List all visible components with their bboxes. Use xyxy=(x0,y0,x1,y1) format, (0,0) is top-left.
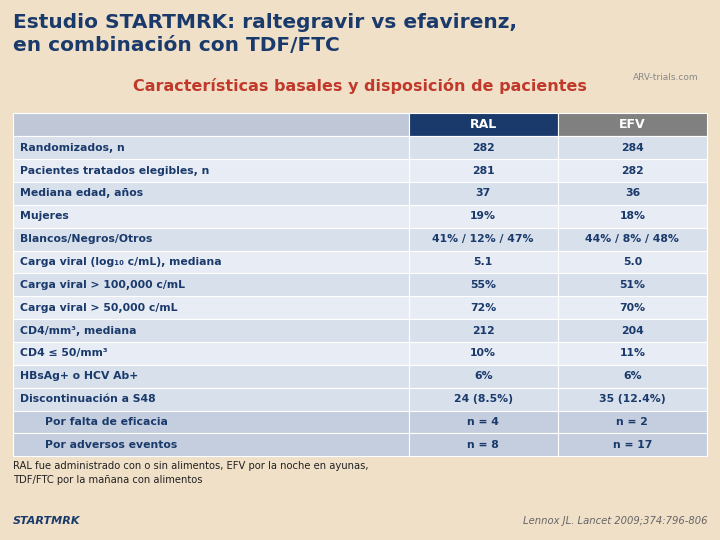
Text: 6%: 6% xyxy=(623,372,642,381)
FancyBboxPatch shape xyxy=(558,136,707,159)
FancyBboxPatch shape xyxy=(13,159,408,182)
Text: 19%: 19% xyxy=(470,211,496,221)
FancyBboxPatch shape xyxy=(558,388,707,410)
Text: 72%: 72% xyxy=(470,303,496,313)
Text: n = 17: n = 17 xyxy=(613,440,652,450)
FancyBboxPatch shape xyxy=(558,365,707,388)
Text: 51%: 51% xyxy=(619,280,645,290)
Text: RAL fue administrado con o sin alimentos, EFV por la noche en ayunas,
TDF/FTC po: RAL fue administrado con o sin alimentos… xyxy=(13,461,369,484)
Text: STARTMRK: STARTMRK xyxy=(13,516,81,526)
FancyBboxPatch shape xyxy=(408,388,558,410)
Text: 24 (8.5%): 24 (8.5%) xyxy=(454,394,513,404)
Text: 18%: 18% xyxy=(619,211,645,221)
Text: 37: 37 xyxy=(476,188,491,198)
FancyBboxPatch shape xyxy=(13,410,408,434)
Text: RAL: RAL xyxy=(469,118,497,131)
FancyBboxPatch shape xyxy=(408,136,558,159)
Text: Lennox JL. Lancet 2009;374:796-806: Lennox JL. Lancet 2009;374:796-806 xyxy=(523,516,707,526)
FancyBboxPatch shape xyxy=(408,342,558,365)
Text: Mujeres: Mujeres xyxy=(20,211,69,221)
Text: n = 2: n = 2 xyxy=(616,417,649,427)
FancyBboxPatch shape xyxy=(408,273,558,296)
FancyBboxPatch shape xyxy=(558,296,707,319)
FancyBboxPatch shape xyxy=(558,319,707,342)
Text: 5.1: 5.1 xyxy=(474,257,492,267)
Text: 44% / 8% / 48%: 44% / 8% / 48% xyxy=(585,234,680,244)
FancyBboxPatch shape xyxy=(558,342,707,365)
Text: 6%: 6% xyxy=(474,372,492,381)
FancyBboxPatch shape xyxy=(558,251,707,273)
Text: Por falta de eficacia: Por falta de eficacia xyxy=(45,417,168,427)
Text: n = 4: n = 4 xyxy=(467,417,499,427)
Text: 11%: 11% xyxy=(619,348,645,359)
FancyBboxPatch shape xyxy=(13,388,408,410)
FancyBboxPatch shape xyxy=(13,136,408,159)
FancyBboxPatch shape xyxy=(408,434,558,456)
FancyBboxPatch shape xyxy=(13,273,408,296)
Text: EFV: EFV xyxy=(619,118,646,131)
FancyBboxPatch shape xyxy=(408,182,558,205)
FancyBboxPatch shape xyxy=(408,319,558,342)
Text: Carga viral > 100,000 c/mL: Carga viral > 100,000 c/mL xyxy=(20,280,185,290)
FancyBboxPatch shape xyxy=(558,159,707,182)
Text: HBsAg+ o HCV Ab+: HBsAg+ o HCV Ab+ xyxy=(20,372,138,381)
Text: n = 8: n = 8 xyxy=(467,440,499,450)
Text: Randomizados, n: Randomizados, n xyxy=(20,143,125,153)
Text: 282: 282 xyxy=(621,166,644,176)
FancyBboxPatch shape xyxy=(558,410,707,434)
FancyBboxPatch shape xyxy=(13,205,408,228)
FancyBboxPatch shape xyxy=(408,228,558,251)
FancyBboxPatch shape xyxy=(408,296,558,319)
Text: Estudio STARTMRK: raltegravir vs efavirenz,
en combinación con TDF/FTC: Estudio STARTMRK: raltegravir vs efavire… xyxy=(13,14,517,55)
Text: 282: 282 xyxy=(472,143,495,153)
FancyBboxPatch shape xyxy=(408,251,558,273)
FancyBboxPatch shape xyxy=(408,113,558,136)
Text: 41% / 12% / 47%: 41% / 12% / 47% xyxy=(433,234,534,244)
FancyBboxPatch shape xyxy=(13,251,408,273)
Text: Pacientes tratados elegibles, n: Pacientes tratados elegibles, n xyxy=(20,166,210,176)
Text: CD4 ≤ 50/mm³: CD4 ≤ 50/mm³ xyxy=(20,348,108,359)
Text: 55%: 55% xyxy=(470,280,496,290)
Text: Por adversos eventos: Por adversos eventos xyxy=(45,440,178,450)
Text: Carga viral (log₁₀ c/mL), mediana: Carga viral (log₁₀ c/mL), mediana xyxy=(20,257,222,267)
FancyBboxPatch shape xyxy=(408,410,558,434)
Text: 35 (12.4%): 35 (12.4%) xyxy=(599,394,666,404)
FancyBboxPatch shape xyxy=(13,365,408,388)
FancyBboxPatch shape xyxy=(13,113,408,136)
Text: Mediana edad, años: Mediana edad, años xyxy=(20,188,143,198)
Text: Características basales y disposición de pacientes: Características basales y disposición de… xyxy=(133,78,587,94)
FancyBboxPatch shape xyxy=(558,113,707,136)
FancyBboxPatch shape xyxy=(13,182,408,205)
Text: 10%: 10% xyxy=(470,348,496,359)
FancyBboxPatch shape xyxy=(558,182,707,205)
FancyBboxPatch shape xyxy=(13,296,408,319)
Text: 70%: 70% xyxy=(619,303,646,313)
FancyBboxPatch shape xyxy=(13,319,408,342)
FancyBboxPatch shape xyxy=(558,434,707,456)
FancyBboxPatch shape xyxy=(13,434,408,456)
FancyBboxPatch shape xyxy=(558,228,707,251)
FancyBboxPatch shape xyxy=(408,365,558,388)
FancyBboxPatch shape xyxy=(13,228,408,251)
Text: 284: 284 xyxy=(621,143,644,153)
FancyBboxPatch shape xyxy=(558,205,707,228)
Text: 5.0: 5.0 xyxy=(623,257,642,267)
Text: Blancos/Negros/Otros: Blancos/Negros/Otros xyxy=(20,234,153,244)
Text: 204: 204 xyxy=(621,326,644,335)
Text: ARV-trials.com: ARV-trials.com xyxy=(633,73,698,82)
Text: 36: 36 xyxy=(625,188,640,198)
FancyBboxPatch shape xyxy=(408,159,558,182)
FancyBboxPatch shape xyxy=(408,205,558,228)
FancyBboxPatch shape xyxy=(13,342,408,365)
Text: Carga viral > 50,000 c/mL: Carga viral > 50,000 c/mL xyxy=(20,303,178,313)
Text: Discontinuación a S48: Discontinuación a S48 xyxy=(20,394,156,404)
Text: 281: 281 xyxy=(472,166,495,176)
FancyBboxPatch shape xyxy=(558,273,707,296)
Text: CD4/mm³, mediana: CD4/mm³, mediana xyxy=(20,326,137,335)
Text: 212: 212 xyxy=(472,326,495,335)
